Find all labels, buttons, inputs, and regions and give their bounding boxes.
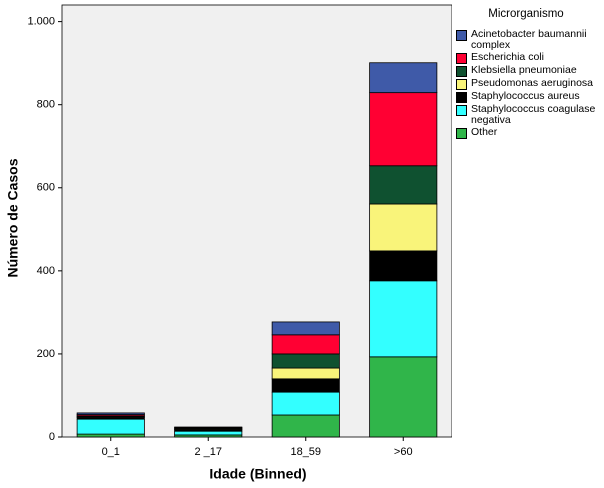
bar-segment xyxy=(76,418,145,435)
bar-segment xyxy=(174,430,243,436)
x-axis-label: Idade (Binned) xyxy=(209,466,306,482)
legend-swatch xyxy=(456,66,467,77)
bar-segment xyxy=(369,280,438,358)
legend-item: Escherichia coli xyxy=(452,52,600,64)
legend-item: Staphylococcus aureus xyxy=(452,91,600,103)
y-tick-label: 1.000 xyxy=(27,16,55,28)
legend-swatch xyxy=(456,128,467,139)
bar-segment xyxy=(271,367,340,380)
legend-title: Microrganismo xyxy=(488,8,564,20)
legend-item: Pseudomonas aeruginosa xyxy=(452,78,600,90)
bar-segment xyxy=(271,391,340,416)
bar-segment xyxy=(271,353,340,369)
bar-segment xyxy=(369,203,438,252)
bar-segment xyxy=(369,165,438,205)
legend-label: Escherichia coli xyxy=(471,51,544,63)
bar-segment xyxy=(76,433,145,438)
plot: Número de Casos Idade (Binned) 0 200 400 60… xyxy=(5,4,453,482)
y-tick-label: 200 xyxy=(37,348,55,360)
legend-label: Staphylococcus aureus xyxy=(471,90,580,102)
legend-label: Other xyxy=(471,126,498,138)
y-tick-label: 400 xyxy=(37,265,55,277)
y-axis-label: Número de Casos xyxy=(5,158,21,277)
legend-label: Staphylococcus coagulase negativa xyxy=(471,103,596,126)
legend: Microrganismo Acinetobacter baumannii co… xyxy=(452,0,600,140)
x-tick-label: 0_1 xyxy=(102,446,120,458)
legend-label: Acinetobacter baumannii complex xyxy=(471,28,587,51)
legend-swatch xyxy=(456,105,467,116)
legend-swatch xyxy=(456,92,467,103)
x-tick-label: 18_59 xyxy=(290,446,321,458)
legend-label: Klebsiella pneumoniae xyxy=(471,64,577,76)
legend-item: Other xyxy=(452,127,600,139)
x-tick-label: 2 _17 xyxy=(194,446,222,458)
y-tick-label: 0 xyxy=(49,431,55,443)
bar-segment xyxy=(271,378,340,393)
legend-item: Klebsiella pneumoniae xyxy=(452,65,600,77)
legend-label: Pseudomonas aeruginosa xyxy=(471,77,594,89)
bar-segment xyxy=(271,334,340,355)
legend-item: Staphylococcus coagulase negativa xyxy=(452,104,600,126)
bar-segment xyxy=(369,250,438,282)
bar-segment xyxy=(369,62,438,94)
y-tick-label: 600 xyxy=(37,182,55,194)
bar-segment xyxy=(369,356,438,438)
y-tick-label: 800 xyxy=(37,99,55,111)
x-tick-label: >60 xyxy=(394,446,413,458)
bar-segment xyxy=(271,414,340,438)
legend-swatch xyxy=(456,30,467,41)
legend-swatch xyxy=(456,79,467,90)
legend-swatch xyxy=(456,53,467,64)
bar-segment xyxy=(271,321,340,336)
bar-segment xyxy=(76,412,145,415)
legend-item: Acinetobacter baumannii complex xyxy=(452,29,600,51)
bar-segment xyxy=(369,92,438,167)
